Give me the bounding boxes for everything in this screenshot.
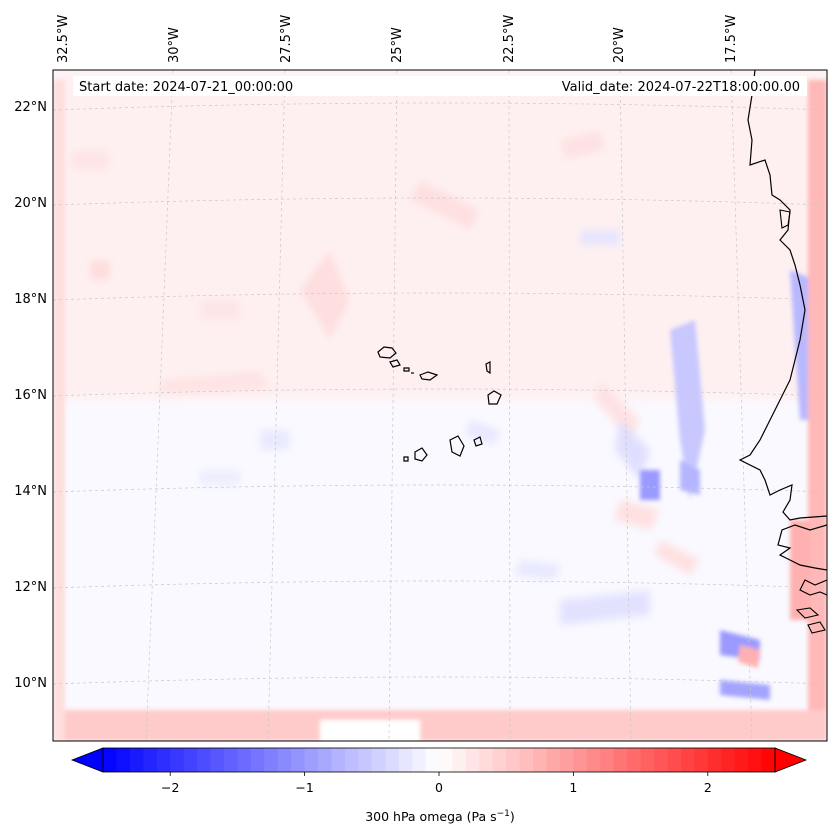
africa-coastline <box>738 70 827 521</box>
lon-label-25w: 25°W <box>390 27 405 63</box>
colorbar-segment <box>371 748 386 772</box>
info-bar <box>73 76 807 96</box>
colorbar-segment <box>654 748 668 772</box>
colorbar-segment <box>452 748 467 772</box>
lat-label-16n: 16°N <box>14 388 47 403</box>
omega-field <box>53 70 827 741</box>
colorbar-segment <box>506 748 521 772</box>
graticule <box>53 70 827 741</box>
colorbar-segment <box>519 748 534 772</box>
colorbar-segments <box>103 748 776 772</box>
colorbar-segment <box>680 748 695 772</box>
lat-label-12n: 12°N <box>14 580 47 595</box>
lon-label-20w: 20°W <box>612 27 627 63</box>
colorbar-tick-label: 2 <box>704 780 712 795</box>
colorbar-segment <box>748 748 763 772</box>
colorbar-segment <box>559 748 574 772</box>
colorbar-segment <box>398 748 413 772</box>
colorbar-low-extension <box>70 747 104 773</box>
colorbar-segment <box>586 748 601 772</box>
colorbar-high-extension <box>774 747 808 773</box>
colorbar-segment <box>331 748 346 772</box>
cape-verde-islands <box>377 346 502 462</box>
colorbar-segment <box>573 748 588 772</box>
colorbar-segment <box>277 748 292 772</box>
colorbar-segment <box>425 748 440 772</box>
colorbar-segment <box>103 748 117 772</box>
africa-coastline-south <box>777 524 827 571</box>
colorbar-segment <box>465 748 480 772</box>
colorbar-segment <box>439 748 453 772</box>
lat-label-10n: 10°N <box>14 676 47 691</box>
colorbar-segment <box>721 748 736 772</box>
colorbar-tick-label: −2 <box>161 780 179 795</box>
colorbar-segment <box>264 748 279 772</box>
colorbar-segment <box>492 748 507 772</box>
colorbar-segment <box>210 748 225 772</box>
lat-label-18n: 18°N <box>14 292 47 307</box>
colorbar-segment <box>170 748 185 772</box>
colorbar-segment <box>358 748 373 772</box>
colorbar-segment <box>291 748 306 772</box>
colorbar-segment <box>197 748 212 772</box>
longitude-labels: 32.5°W 30°W 27.5°W 25°W 22.5°W 20°W 17.5… <box>56 15 739 63</box>
colorbar-segment <box>385 748 400 772</box>
colorbar-tick-label: 0 <box>435 780 443 795</box>
colorbar-segment <box>734 748 749 772</box>
colorbar-segment <box>761 748 776 772</box>
latitude-labels: 22°N 20°N 18°N 16°N 14°N 12°N 10°N <box>14 100 47 691</box>
colorbar-ticks: −2 −1 0 1 2 <box>161 772 712 795</box>
colorbar-segment <box>183 748 198 772</box>
colorbar-segment <box>318 748 332 772</box>
lat-label-20n: 20°N <box>14 196 47 211</box>
lon-label-27-5w: 27.5°W <box>279 15 294 63</box>
colorbar-segment <box>223 748 238 772</box>
colorbar-segment <box>667 748 682 772</box>
map-frame <box>52 69 828 742</box>
colorbar-segment <box>546 748 561 772</box>
colorbar-segment <box>129 748 144 772</box>
colorbar-segment <box>237 748 252 772</box>
colorbar-segment <box>344 748 359 772</box>
colorbar-tick-label: 1 <box>569 780 577 795</box>
colorbar: −2 −1 0 1 2 300 hPa omega (Pa s−1) <box>70 747 808 824</box>
colorbar-segment <box>707 748 722 772</box>
bijagos-coastline <box>779 209 827 634</box>
colorbar-segment <box>250 748 265 772</box>
colorbar-segment <box>143 748 158 772</box>
lon-label-17-5w: 17.5°W <box>724 15 739 63</box>
map-panel: Start date: 2024-07-21_00:00:00 Valid_da… <box>52 69 828 742</box>
lat-label-14n: 14°N <box>14 484 47 499</box>
colorbar-segment <box>479 748 494 772</box>
colorbar-segment <box>156 748 171 772</box>
valid-date-label: Valid_date: 2024-07-22T18:00:00.00 <box>562 80 800 95</box>
colorbar-segment <box>600 748 615 772</box>
lat-label-22n: 22°N <box>14 100 47 115</box>
colorbar-segment <box>412 748 427 772</box>
lon-label-32-5w: 32.5°W <box>56 15 71 63</box>
lon-label-30w: 30°W <box>167 27 182 63</box>
colorbar-segment <box>694 748 709 772</box>
colorbar-segment <box>627 748 642 772</box>
colorbar-segment <box>304 748 319 772</box>
lon-label-22-5w: 22.5°W <box>502 15 517 63</box>
colorbar-segment <box>640 748 655 772</box>
colorbar-label: 300 hPa omega (Pa s−1) <box>365 809 515 824</box>
colorbar-segment <box>613 748 628 772</box>
colorbar-segment <box>116 748 131 772</box>
colorbar-segment <box>533 748 548 772</box>
start-date-label: Start date: 2024-07-21_00:00:00 <box>79 80 293 95</box>
colorbar-tick-label: −1 <box>295 780 313 795</box>
